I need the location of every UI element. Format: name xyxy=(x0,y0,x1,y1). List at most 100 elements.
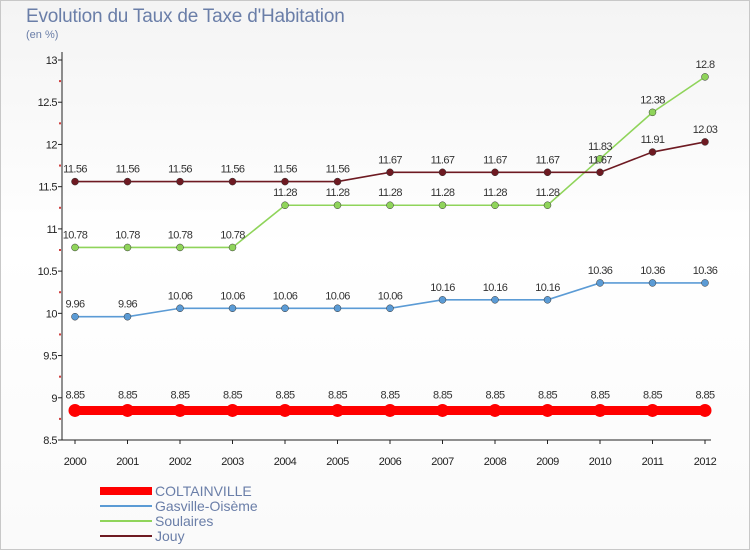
x-tick-label: 2005 xyxy=(326,456,349,468)
data-point-soulaires xyxy=(648,108,657,117)
data-label-jouy: 11.67 xyxy=(431,154,455,166)
data-point-jouy xyxy=(438,168,447,177)
data-label-gasville-oiseme: 10.06 xyxy=(220,290,245,302)
data-label-coltainville: 8.85 xyxy=(275,389,294,401)
y-minor-tick xyxy=(59,249,61,251)
data-label-soulaires: 11.28 xyxy=(483,187,507,199)
legend-swatch-gasville xyxy=(100,505,152,507)
data-label-gasville-oiseme: 10.16 xyxy=(430,282,455,294)
data-label-jouy: 11.56 xyxy=(221,164,245,176)
data-point-jouy xyxy=(333,177,342,186)
x-tick-label: 2010 xyxy=(589,456,612,468)
y-minor-tick xyxy=(59,80,61,83)
y-tick-label: 13 xyxy=(46,55,58,67)
data-point-gasville-oiseme xyxy=(596,279,604,287)
data-label-gasville-oiseme: 9.96 xyxy=(118,299,137,311)
x-tick-label: 2008 xyxy=(484,456,507,468)
data-point-jouy xyxy=(491,168,499,177)
x-tick-label: 2006 xyxy=(379,456,402,468)
data-label-soulaires: 11.28 xyxy=(378,187,402,199)
data-label-soulaires: 11.28 xyxy=(326,187,350,199)
data-point-soulaires xyxy=(176,243,184,252)
data-point-jouy xyxy=(596,168,604,177)
data-label-soulaires: 11.28 xyxy=(273,187,297,199)
data-label-coltainville: 8.85 xyxy=(65,389,84,401)
data-label-soulaires: 11.28 xyxy=(536,187,560,199)
data-label-gasville-oiseme: 10.36 xyxy=(640,265,665,277)
data-point-coltainville xyxy=(541,403,554,417)
data-point-gasville-oiseme xyxy=(543,296,552,304)
data-point-jouy xyxy=(386,168,394,177)
data-label-coltainville: 8.85 xyxy=(538,389,557,401)
x-tick-label: 2012 xyxy=(694,456,717,468)
y-minor-tick xyxy=(59,417,61,420)
data-point-gasville-oiseme xyxy=(281,304,289,313)
data-point-jouy xyxy=(228,177,237,186)
y-minor-tick xyxy=(59,206,61,209)
data-point-coltainville xyxy=(68,403,82,417)
data-label-coltainville: 8.85 xyxy=(170,389,189,401)
data-label-soulaires: 12.38 xyxy=(640,94,665,106)
data-label-coltainville: 8.85 xyxy=(695,389,714,401)
y-tick-label: 12 xyxy=(46,139,58,151)
legend-swatch-coltainville xyxy=(100,487,152,495)
data-point-jouy xyxy=(648,148,657,156)
data-point-coltainville xyxy=(436,403,449,417)
data-label-jouy: 11.91 xyxy=(641,134,665,146)
data-label-coltainville: 8.85 xyxy=(485,389,504,401)
legend-label-coltainville: COLTAINVILLE xyxy=(155,483,252,499)
data-point-soulaires xyxy=(491,201,499,209)
y-tick-label: 9.5 xyxy=(43,351,57,363)
x-tick-label: 2003 xyxy=(221,456,244,468)
data-label-jouy: 11.67 xyxy=(378,154,402,166)
data-label-jouy: 12.03 xyxy=(693,124,718,136)
data-label-jouy: 11.56 xyxy=(273,164,297,176)
data-point-gasville-oiseme xyxy=(71,312,79,321)
data-label-soulaires: 11.83 xyxy=(588,141,612,153)
data-label-jouy: 11.56 xyxy=(168,164,192,176)
data-label-coltainville: 8.85 xyxy=(118,389,137,401)
data-label-coltainville: 8.85 xyxy=(328,389,347,401)
y-minor-tick xyxy=(59,375,61,378)
data-point-gasville-oiseme xyxy=(438,296,447,304)
data-label-gasville-oiseme: 10.06 xyxy=(325,290,350,302)
data-point-soulaires xyxy=(438,201,447,209)
data-point-coltainville xyxy=(646,403,659,417)
data-label-coltainville: 8.85 xyxy=(643,389,662,401)
data-label-jouy: 11.67 xyxy=(483,154,507,166)
y-tick-label: 11 xyxy=(47,224,58,236)
data-point-gasville-oiseme xyxy=(228,304,237,313)
y-minor-tick xyxy=(59,291,61,294)
y-tick-label: 10 xyxy=(46,308,58,320)
data-label-gasville-oiseme: 10.36 xyxy=(588,265,613,277)
y-tick-label: 9 xyxy=(51,393,57,405)
data-point-coltainville xyxy=(698,403,712,417)
data-label-soulaires: 10.78 xyxy=(168,229,193,241)
data-point-gasville-oiseme xyxy=(333,304,342,313)
data-point-jouy xyxy=(281,177,289,186)
legend-swatch-jouy xyxy=(100,535,152,537)
data-point-jouy xyxy=(176,177,184,186)
data-label-soulaires: 10.78 xyxy=(63,229,88,241)
data-point-gasville-oiseme xyxy=(176,304,184,313)
data-point-soulaires xyxy=(71,243,79,252)
data-point-coltainville xyxy=(331,403,344,417)
chart-unit-label: (en %) xyxy=(26,29,59,41)
data-label-jouy: 11.67 xyxy=(588,154,612,166)
y-tick-label: 11.5 xyxy=(38,182,57,194)
data-label-soulaires: 12.8 xyxy=(695,59,714,71)
data-label-gasville-oiseme: 10.06 xyxy=(168,290,193,302)
data-label-soulaires: 10.78 xyxy=(115,229,140,241)
data-label-jouy: 11.56 xyxy=(326,164,350,176)
x-tick-label: 2001 xyxy=(116,456,139,468)
y-tick-label: 8.5 xyxy=(43,435,57,447)
data-label-soulaires: 11.28 xyxy=(431,187,455,199)
data-point-coltainville xyxy=(383,403,397,417)
x-tick-label: 2009 xyxy=(536,456,559,468)
data-point-jouy xyxy=(543,168,552,177)
data-label-gasville-oiseme: 10.16 xyxy=(535,282,560,294)
data-point-soulaires xyxy=(386,201,394,209)
chart-title: Evolution du Taux de Taxe d'Habitation xyxy=(26,6,345,27)
data-label-gasville-oiseme: 10.16 xyxy=(483,282,508,294)
